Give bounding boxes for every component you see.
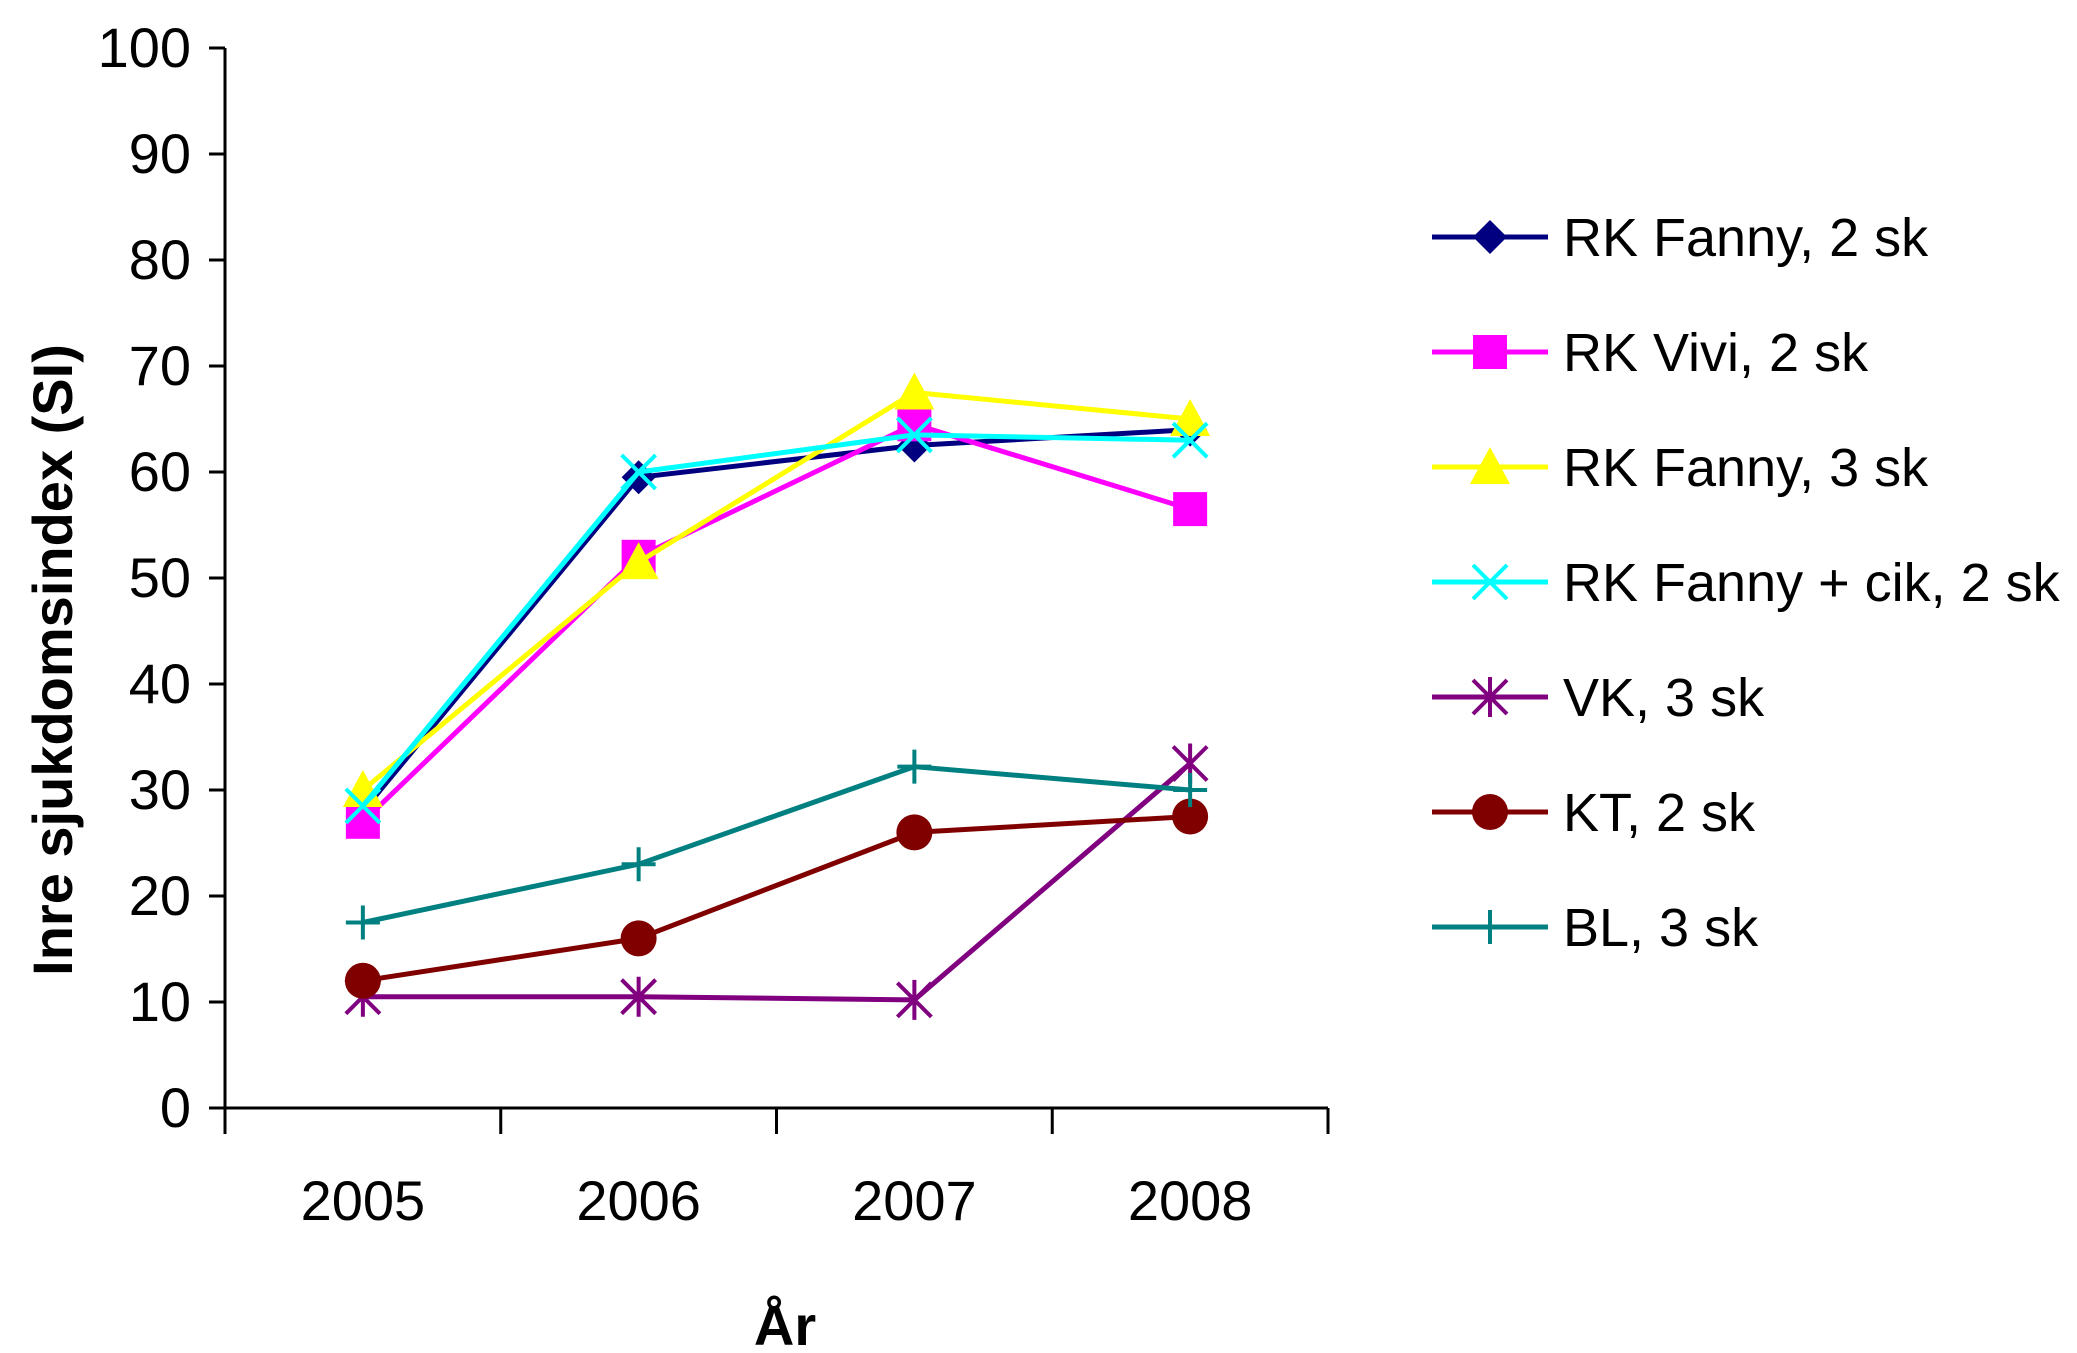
legend-label: RK Fanny, 2 sk [1563,208,1929,268]
data-point [618,542,659,580]
y-tick-label: 100 [98,16,191,79]
data-point [897,749,932,784]
data-point [1170,399,1211,436]
x-axis-title: År [754,1294,816,1353]
series-line [362,814,1191,984]
data-point [894,372,935,410]
data-point [345,905,380,940]
legend-label: KT, 2 sk [1563,783,1756,843]
series-1 [345,407,1208,839]
y-tick-label: 40 [129,652,191,715]
data-point [620,976,658,1017]
legend-marker [1472,794,1508,830]
legend-marker [1470,447,1510,484]
data-point [620,920,657,957]
legend-item: RK Fanny + cik, 2 sk [1432,553,2061,613]
legend-label: RK Fanny + cik, 2 sk [1563,553,2061,613]
legend-marker [1473,910,1507,944]
series-line [362,764,1191,925]
series-3 [344,416,1209,825]
x-tick-label: 2007 [852,1169,977,1232]
series-line [360,432,1191,808]
y-tick-label: 90 [129,122,191,185]
data-point [344,962,381,999]
data-point [344,787,382,825]
x-tick-label: 2008 [1128,1169,1253,1232]
y-tick-label: 30 [129,758,191,821]
legend-label: VK, 3 sk [1563,668,1765,728]
legend-item: RK Fanny, 3 sk [1432,438,1929,498]
series-6 [345,749,1208,940]
y-ticks: 0 10 20 30 40 50 60 70 80 90 100 [98,16,225,1139]
legend-label: RK Fanny, 3 sk [1563,438,1929,498]
y-tick-label: 50 [129,546,191,609]
data-point [620,453,658,491]
series-line [361,390,1191,792]
legend-item: RK Vivi, 2 sk [1432,323,1869,383]
legend-marker [1473,335,1507,369]
axes [223,48,1328,1110]
x-ticks: 2005 2006 2007 2008 [223,1108,1330,1232]
y-tick-label: 20 [129,864,191,927]
y-axis-title: Inre sjukdomsindex (SI) [21,344,84,976]
data-point [895,979,933,1020]
data-point [895,416,933,454]
series-layer [342,372,1211,1020]
legend-marker [1473,220,1507,254]
data-point [1173,492,1208,527]
data-point [1173,773,1208,807]
y-tick-label: 60 [129,440,191,503]
data-point [896,814,933,851]
legend-item: BL, 3 sk [1432,898,1759,958]
series-4 [344,743,1209,1020]
x-tick-label: 2006 [576,1169,701,1232]
legend: RK Fanny, 2 sk RK Vivi, 2 sk RK Fanny, 3 s… [1432,208,2061,958]
x-tick-label: 2005 [301,1169,426,1232]
y-tick-label: 70 [129,334,191,397]
legend-item: VK, 3 sk [1432,668,1765,728]
data-point [1172,798,1209,835]
series-5 [344,798,1209,999]
legend-label: BL, 3 sk [1563,898,1759,958]
series-line [362,761,1192,1003]
data-point [1171,421,1209,459]
legend-item: RK Fanny, 2 sk [1432,208,1929,268]
y-tick-label: 80 [129,228,191,291]
series-line [360,427,1191,813]
legend-label: RK Vivi, 2 sk [1563,323,1869,383]
legend-item: KT, 2 sk [1432,783,1756,843]
legend-marker [1471,677,1509,717]
legend-marker [1471,563,1509,601]
data-point [345,804,380,839]
y-tick-label: 10 [129,970,191,1033]
y-tick-label: 0 [160,1076,191,1139]
series-line [361,421,1191,824]
data-point [621,847,656,882]
